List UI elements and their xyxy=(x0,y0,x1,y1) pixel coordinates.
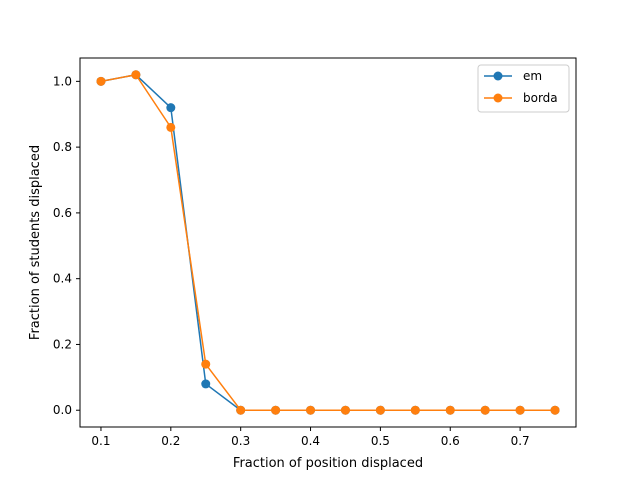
data-point-borda xyxy=(375,405,385,415)
data-point-borda xyxy=(550,405,560,415)
x-tick-label: 0.6 xyxy=(441,434,460,448)
x-tick-label: 0.4 xyxy=(301,434,320,448)
y-tick-label: 0.4 xyxy=(53,272,72,286)
data-point-borda xyxy=(480,405,490,415)
y-axis-ticks: 0.0 0.2 0.4 0.6 0.8 1.0 xyxy=(53,74,80,417)
plot-frame xyxy=(79,57,577,428)
data-point-em xyxy=(201,379,211,389)
data-point-borda xyxy=(236,405,246,415)
series-layer xyxy=(96,70,560,415)
y-tick-label: 0.2 xyxy=(53,337,72,351)
y-tick-label: 0.0 xyxy=(53,403,72,417)
legend-swatch-marker xyxy=(493,71,503,81)
y-tick-label: 0.6 xyxy=(53,206,72,220)
data-point-borda xyxy=(166,122,176,132)
data-point-em xyxy=(166,103,176,113)
data-point-borda xyxy=(96,76,106,86)
x-tick-label: 0.1 xyxy=(91,434,110,448)
data-point-borda xyxy=(271,405,281,415)
data-point-borda xyxy=(515,405,525,415)
data-point-borda xyxy=(131,70,141,80)
data-point-borda xyxy=(340,405,350,415)
y-tick-label: 0.8 xyxy=(53,140,72,154)
data-point-borda xyxy=(445,405,455,415)
x-axis-ticks: 0.1 0.2 0.3 0.4 0.5 0.6 0.7 xyxy=(91,427,530,448)
legend: em borda xyxy=(477,64,570,113)
legend-label: borda xyxy=(523,91,558,105)
legend-swatch-marker xyxy=(493,93,503,103)
data-point-borda xyxy=(306,405,316,415)
series-line-borda xyxy=(100,74,556,411)
x-tick-label: 0.3 xyxy=(231,434,250,448)
x-axis-label: Fraction of position displaced xyxy=(233,456,423,471)
legend-label: em xyxy=(523,69,542,83)
y-axis-label: Fraction of students displaced xyxy=(28,145,43,340)
x-tick-label: 0.7 xyxy=(511,434,530,448)
data-point-borda xyxy=(201,359,211,369)
x-tick-label: 0.5 xyxy=(371,434,390,448)
y-tick-label: 1.0 xyxy=(53,74,72,88)
data-point-borda xyxy=(410,405,420,415)
x-tick-label: 0.2 xyxy=(161,434,180,448)
